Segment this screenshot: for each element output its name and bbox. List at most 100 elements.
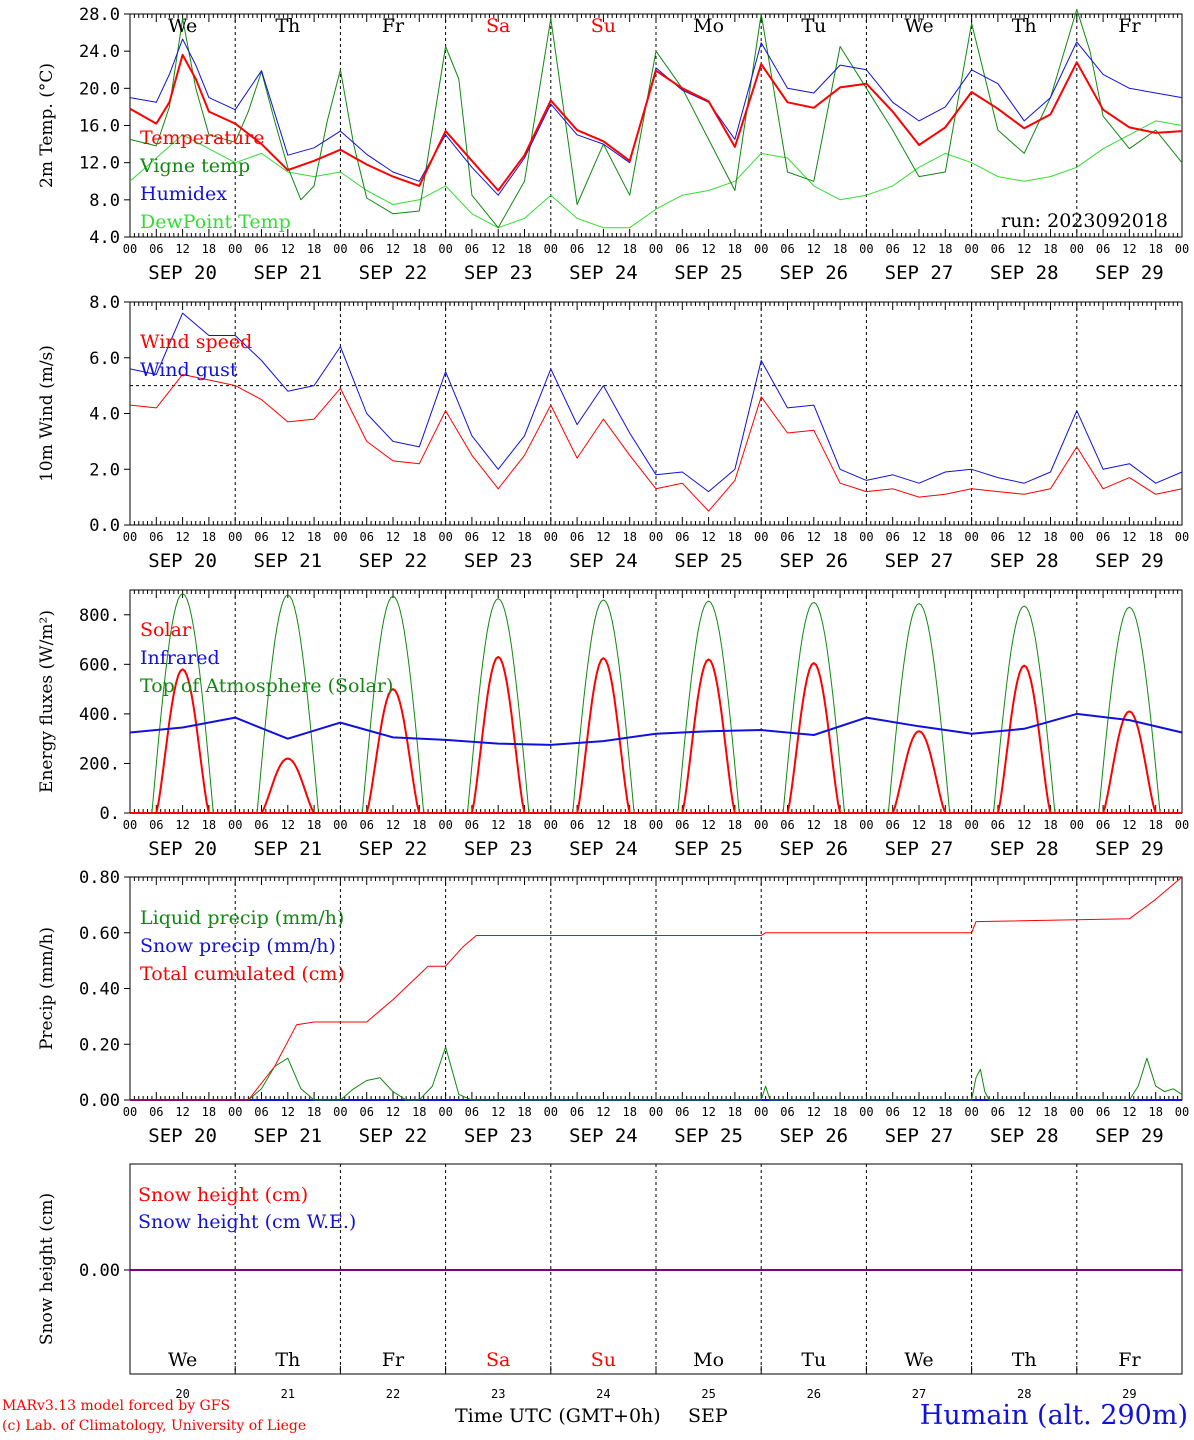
hour-tick-label: 18: [938, 818, 952, 832]
legend-entry: Wind gust: [140, 359, 238, 381]
hour-tick-label: 18: [202, 818, 216, 832]
hour-tick-label: 12: [175, 1105, 189, 1119]
hour-tick-label: 00: [228, 242, 242, 256]
hour-tick-label: 00: [1175, 818, 1189, 832]
hour-tick-label: 18: [938, 1105, 952, 1119]
y-tick-label: 0.80: [79, 868, 120, 888]
legend-entry: Wind speed: [140, 331, 252, 353]
date-label: SEP 20: [148, 550, 217, 572]
hour-tick-label: 00: [754, 818, 768, 832]
weekday-label: We: [904, 1349, 933, 1371]
hour-tick-label: 12: [1122, 1105, 1136, 1119]
date-label: SEP 29: [1095, 1125, 1164, 1147]
date-label: SEP 28: [990, 838, 1059, 860]
date-label: SEP 28: [990, 550, 1059, 572]
date-label: SEP 22: [359, 838, 428, 860]
y-tick-label: 400.: [79, 705, 120, 725]
hour-tick-label: 12: [1122, 818, 1136, 832]
hour-tick-label: 12: [701, 530, 715, 544]
hour-tick-label: 00: [649, 818, 663, 832]
y-tick-label: 200.: [79, 754, 120, 774]
hour-tick-label: 18: [412, 818, 426, 832]
hour-tick-label: 12: [807, 1105, 821, 1119]
hour-tick-label: 18: [622, 530, 636, 544]
hour-tick-label: 06: [675, 530, 689, 544]
hour-tick-label: 12: [807, 530, 821, 544]
hour-tick-label: 06: [780, 242, 794, 256]
hour-tick-label: 18: [1043, 818, 1057, 832]
time-axis-title: Time UTC (GMT+0h): [455, 1405, 661, 1427]
toa-solar-curve: [887, 603, 951, 814]
solar-curve: [1098, 710, 1161, 814]
infrared-curve: [129, 712, 1183, 746]
hour-tick-label: 00: [754, 242, 768, 256]
hour-tick-label: 06: [465, 818, 479, 832]
toa-solar-curve: [993, 605, 1056, 814]
hour-tick-label: 12: [491, 530, 505, 544]
date-label: SEP 23: [464, 262, 533, 284]
hour-tick-label: 00: [438, 1105, 452, 1119]
weekday-label: We: [904, 15, 933, 37]
hour-tick-label: 06: [675, 1105, 689, 1119]
hour-tick-label: 06: [991, 530, 1005, 544]
legend-entry: Vigne temp: [139, 155, 250, 177]
hour-tick-label: 00: [964, 242, 978, 256]
hour-tick-label: 18: [412, 530, 426, 544]
hour-tick-label: 00: [228, 818, 242, 832]
date-label: SEP 23: [464, 550, 533, 572]
toa-solar-curve: [361, 595, 425, 814]
hour-tick-label: 00: [964, 818, 978, 832]
toa-solar-curve: [256, 594, 319, 814]
hour-tick-label: 18: [728, 242, 742, 256]
date-label: SEP 29: [1095, 838, 1164, 860]
hour-tick-label: 00: [964, 530, 978, 544]
legend-entry: Solar: [140, 619, 192, 641]
y-axis-title-1: 2m Temp. (°C): [37, 63, 57, 188]
y-tick-label: 4.0: [89, 405, 120, 425]
hour-tick-label: 18: [728, 1105, 742, 1119]
weekday-label: Th: [275, 15, 300, 37]
hour-tick-label: 06: [885, 530, 899, 544]
toa-solar-curve: [1098, 606, 1161, 814]
hour-tick-label: 00: [544, 242, 558, 256]
hour-tick-label: 12: [175, 242, 189, 256]
hour-tick-label: 06: [465, 530, 479, 544]
hour-tick-label: 18: [202, 242, 216, 256]
hour-tick-label: 12: [1017, 818, 1031, 832]
hour-tick-label: 00: [544, 1105, 558, 1119]
weekday-label: Tu: [801, 1349, 826, 1371]
hour-tick-label: 00: [1070, 1105, 1084, 1119]
solar-curve: [783, 662, 845, 814]
hour-tick-label: 00: [754, 530, 768, 544]
hour-tick-label: 12: [701, 1105, 715, 1119]
credit-line-1: MARv3.13 model forced by GFS: [2, 1398, 231, 1414]
weekday-label: Tu: [801, 15, 826, 37]
day-number-label: 28: [1017, 1387, 1031, 1401]
hour-tick-label: 06: [149, 242, 163, 256]
hour-tick-label: 12: [386, 1105, 400, 1119]
hour-tick-label: 00: [754, 1105, 768, 1119]
date-label: SEP 27: [885, 550, 954, 572]
series-line: [129, 38, 1183, 196]
hour-tick-label: 18: [938, 242, 952, 256]
toa-solar-curve: [467, 598, 530, 814]
date-label: SEP 20: [148, 262, 217, 284]
hour-tick-label: 12: [1017, 1105, 1031, 1119]
solar-curve: [467, 655, 529, 814]
y-tick-label: 0.60: [79, 924, 120, 944]
legend-entry: Infrared: [140, 647, 220, 669]
hour-tick-label: 00: [123, 530, 137, 544]
y-tick-label: 8.0: [89, 293, 120, 313]
y-axis-title-4: Precip (mm/h): [37, 927, 57, 1050]
hour-tick-label: 18: [728, 818, 742, 832]
date-label: SEP 28: [990, 262, 1059, 284]
hour-tick-label: 12: [596, 242, 610, 256]
hour-tick-label: 00: [333, 818, 347, 832]
weekday-label: Su: [591, 15, 616, 37]
hour-tick-label: 06: [149, 530, 163, 544]
hour-tick-label: 06: [780, 1105, 794, 1119]
hour-tick-label: 18: [1043, 242, 1057, 256]
hour-tick-label: 18: [1043, 530, 1057, 544]
series-line: [129, 374, 1183, 512]
weekday-label: Su: [591, 1349, 616, 1371]
